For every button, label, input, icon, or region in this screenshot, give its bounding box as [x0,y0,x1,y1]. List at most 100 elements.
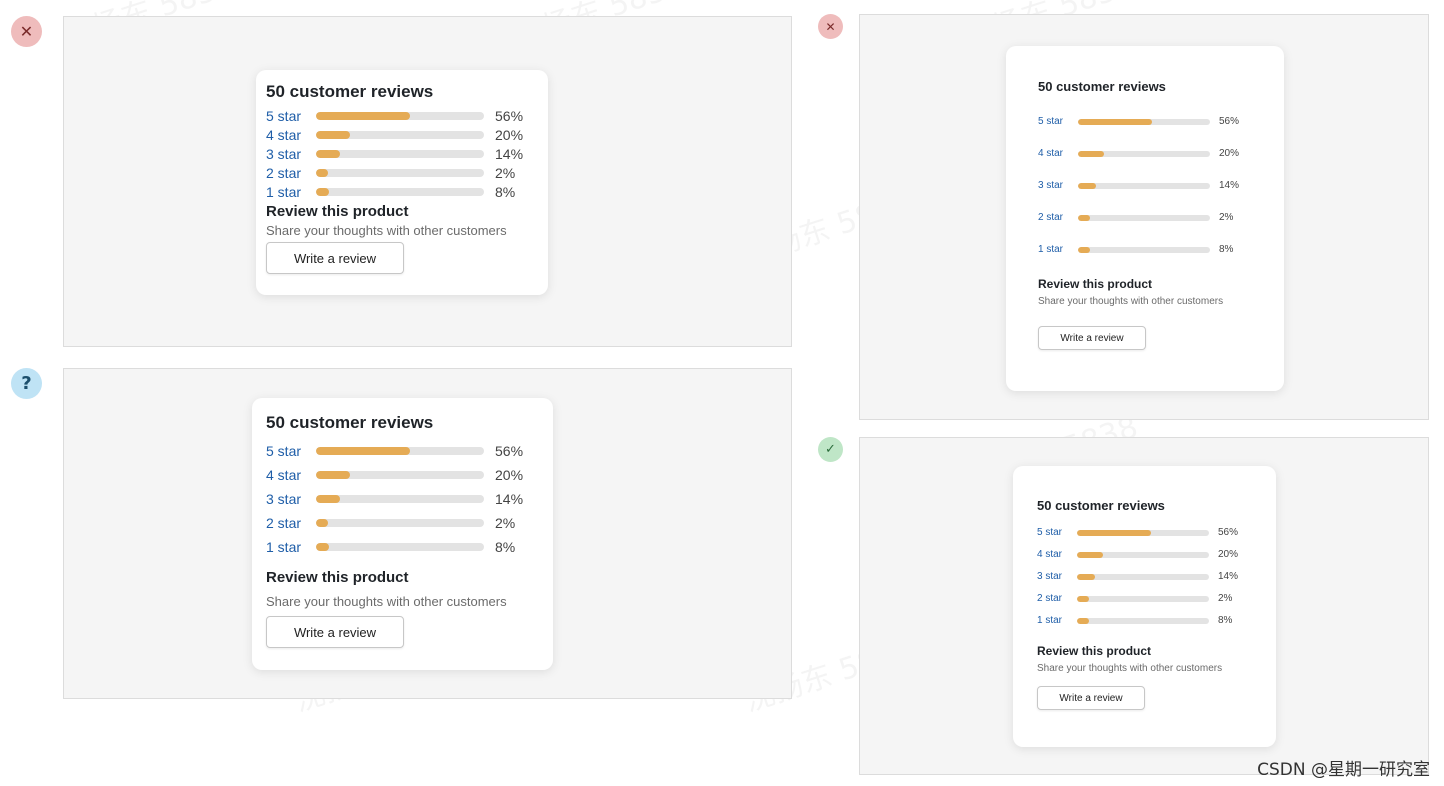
rating-row[interactable]: 5 star 56% [1037,527,1252,538]
star-link[interactable]: 5 star [1038,116,1064,127]
star-link[interactable]: 5 star [1037,527,1063,538]
rating-bar [316,495,484,503]
rating-row[interactable]: 2 star 2% [1038,212,1252,223]
example-panel: 50 customer reviews 5 star 56% 4 star 20… [859,14,1429,420]
rating-bar-fill [316,188,330,196]
star-link[interactable]: 2 star [1038,212,1064,223]
rating-row[interactable]: 3 star 14% [266,491,539,507]
rating-row[interactable]: 1 star 8% [1038,244,1252,255]
rating-bar-fill [1078,118,1152,125]
rating-row[interactable]: 5 star 56% [266,443,539,459]
status-badge-good: ✓ [818,437,843,462]
reviews-title: 50 customer reviews [1038,79,1166,94]
review-subtitle: Share your thoughts with other customers [266,223,507,238]
rating-percent: 8% [495,539,516,555]
rating-percent: 2% [1219,212,1234,223]
rating-percent: 20% [495,127,524,143]
star-link[interactable]: 1 star [1038,244,1064,255]
star-link[interactable]: 5 star [266,443,302,459]
rating-bar [316,543,484,551]
rating-bar [316,150,484,158]
star-link[interactable]: 4 star [266,127,302,143]
rating-bar-fill [316,131,350,139]
rating-bar-fill [316,495,340,503]
rating-bar-fill [316,112,411,120]
rating-bar [1078,182,1210,189]
rating-bar-fill [1077,595,1089,602]
rating-bar-fill [1077,617,1089,624]
rating-row[interactable]: 5 star 56% [1038,116,1252,127]
reviews-title: 50 customer reviews [266,82,434,101]
star-link[interactable]: 2 star [266,165,302,181]
rating-bar-fill [1078,150,1105,157]
rating-bar [316,112,484,120]
close-icon: ✕ [19,22,34,41]
rating-row[interactable]: 5 star 56% [266,108,538,124]
star-link[interactable]: 2 star [266,515,302,531]
rating-bar-fill [1078,214,1090,221]
status-badge-unsure: ? [11,368,42,399]
write-review-button[interactable]: Write a review [266,242,404,274]
star-link[interactable]: 4 star [266,467,302,483]
rating-bar [1077,595,1209,602]
reviews-card: 50 customer reviews 5 star 56% 4 star 20… [256,70,548,295]
rating-percent: 20% [495,467,524,483]
rating-row[interactable]: 4 star 20% [1038,148,1252,159]
rating-row[interactable]: 4 star 20% [1037,549,1252,560]
rating-bar [1077,573,1209,580]
rating-row[interactable]: 1 star 8% [1037,615,1252,626]
star-link[interactable]: 5 star [266,108,302,124]
rating-list: 5 star 56% 4 star 20% 3 star 14% 2 star … [1038,116,1252,255]
rating-list: 5 star 56% 4 star 20% 3 star 14% 2 star … [1037,527,1252,626]
rating-row[interactable]: 3 star 14% [1037,571,1252,582]
rating-row[interactable]: 3 star 14% [1038,180,1252,191]
rating-row[interactable]: 4 star 20% [266,467,539,483]
rating-row[interactable]: 2 star 2% [266,165,538,181]
star-link[interactable]: 3 star [1038,180,1064,191]
reviews-card: 50 customer reviews 5 star 56% 4 star 20… [252,398,553,670]
star-link[interactable]: 3 star [266,146,302,162]
rating-bar [316,447,484,455]
write-review-button[interactable]: Write a review [266,616,404,648]
rating-row[interactable]: 1 star 8% [266,539,539,555]
rating-bar-fill [316,169,328,177]
rating-bar-fill [1077,529,1151,536]
rating-bar [316,519,484,527]
rating-row[interactable]: 4 star 20% [266,127,538,143]
star-link[interactable]: 1 star [266,184,302,200]
check-icon: ✓ [825,442,836,457]
rating-bar-fill [316,543,330,551]
rating-bar [1078,150,1210,157]
write-review-button[interactable]: Write a review [1038,326,1146,350]
reviews-title: 50 customer reviews [1037,498,1165,513]
example-panel: 50 customer reviews 5 star 56% 4 star 20… [63,368,792,699]
status-badge-bad: ✕ [818,14,843,39]
example-panel: 50 customer reviews 5 star 56% 4 star 20… [63,16,792,347]
rating-percent: 2% [495,165,516,181]
rating-row[interactable]: 2 star 2% [1037,593,1252,604]
star-link[interactable]: 1 star [1037,615,1063,626]
rating-percent: 20% [1219,148,1240,159]
rating-bar [1078,246,1210,253]
review-heading: Review this product [266,203,409,220]
rating-bar-fill [1077,551,1104,558]
rating-bar-fill [1078,246,1090,253]
review-subtitle: Share your thoughts with other customers [266,594,507,609]
rating-percent: 2% [495,515,516,531]
star-link[interactable]: 4 star [1037,549,1063,560]
rating-bar-fill [1078,182,1097,189]
star-link[interactable]: 4 star [1038,148,1064,159]
star-link[interactable]: 3 star [266,491,302,507]
rating-percent: 14% [495,146,524,162]
reviews-card: 50 customer reviews 5 star 56% 4 star 20… [1013,466,1276,747]
rating-row[interactable]: 1 star 8% [266,184,538,200]
star-link[interactable]: 2 star [1037,593,1063,604]
rating-row[interactable]: 3 star 14% [266,146,538,162]
write-review-button[interactable]: Write a review [1037,686,1145,710]
rating-bar [1077,617,1209,624]
star-link[interactable]: 3 star [1037,571,1063,582]
rating-percent: 56% [495,443,524,459]
review-heading: Review this product [1037,644,1152,658]
star-link[interactable]: 1 star [266,539,302,555]
rating-row[interactable]: 2 star 2% [266,515,539,531]
